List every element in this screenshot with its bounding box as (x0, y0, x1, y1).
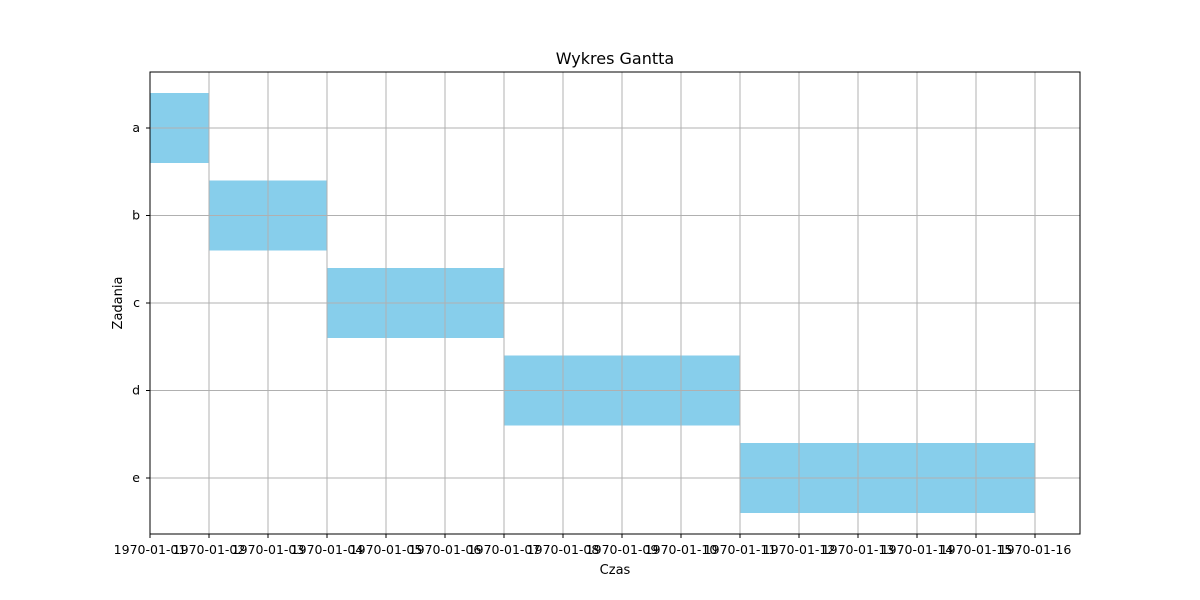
x-tick-label: 1970-01-12 (763, 542, 836, 557)
y-tick-label: b (132, 208, 140, 223)
x-tick-label: 1970-01-06 (409, 542, 482, 557)
y-axis-label: Zadania (111, 277, 126, 330)
grid-layer (149, 72, 1080, 534)
x-tick-label: 1970-01-07 (468, 542, 541, 557)
x-tick-label: 1970-01-11 (704, 542, 777, 557)
chart-title: Wykres Gantta (556, 49, 674, 68)
x-tick-label: 1970-01-13 (822, 542, 895, 557)
x-tick-label: 1970-01-05 (350, 542, 423, 557)
x-tick-label: 1970-01-10 (645, 542, 718, 557)
y-ticks: a b c d e (132, 120, 150, 485)
x-tick-label: 1970-01-08 (527, 542, 600, 557)
x-tick-label: 1970-01-02 (173, 542, 246, 557)
x-tick-label: 1970-01-09 (586, 542, 659, 557)
x-ticks: 1970-01-011970-01-021970-01-031970-01-04… (114, 534, 1072, 557)
x-axis-label: Czas (600, 563, 631, 578)
x-tick-label: 1970-01-14 (881, 542, 954, 557)
x-tick-label: 1970-01-03 (232, 542, 305, 557)
x-tick-label: 1970-01-01 (114, 542, 187, 557)
x-tick-label: 1970-01-15 (940, 542, 1013, 557)
x-tick-label: 1970-01-04 (291, 542, 364, 557)
x-tick-label: 1970-01-16 (999, 542, 1072, 557)
y-tick-label: c (133, 295, 140, 310)
y-tick-label: a (132, 120, 140, 135)
y-tick-label: e (132, 470, 140, 485)
y-tick-label: d (132, 383, 140, 398)
